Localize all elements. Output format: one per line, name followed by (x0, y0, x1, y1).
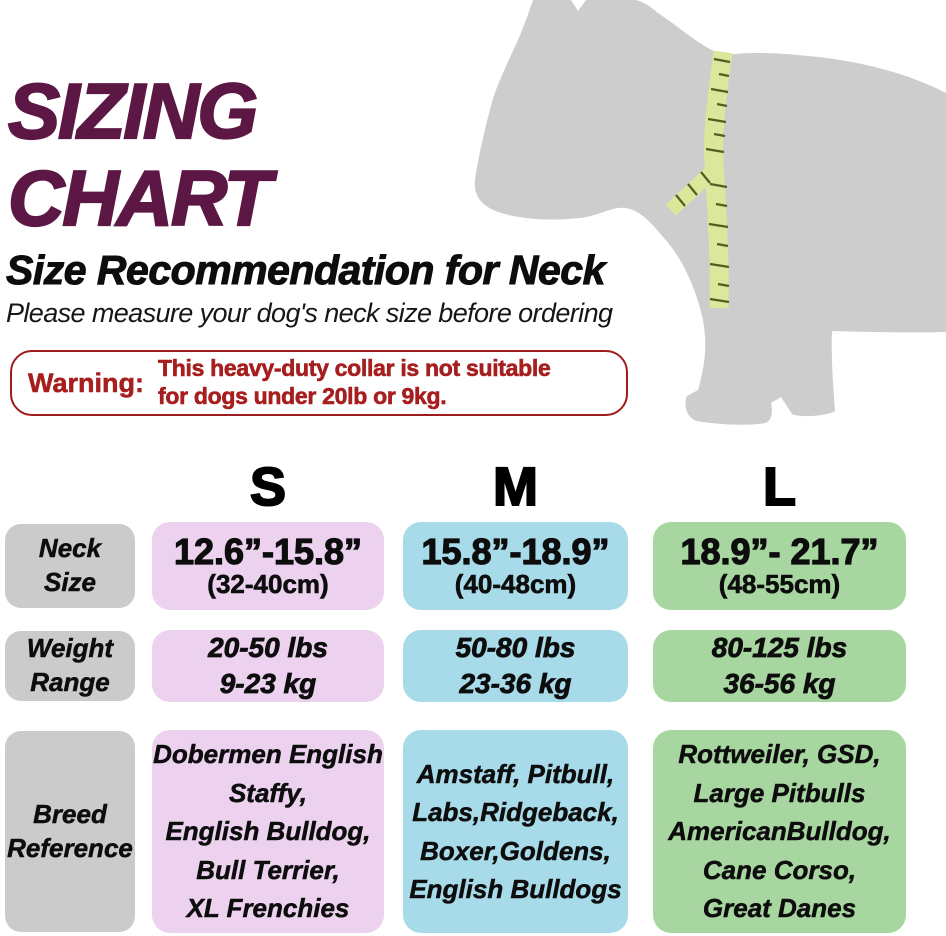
row-label-neck-size-text: Neck Size (38, 533, 102, 597)
cell-breed-reference-s: Dobermen English Staffy, English Bulldog… (152, 730, 384, 933)
warning-label: Warning: (28, 367, 144, 398)
row-label-weight-range-text: Weight Range (26, 633, 114, 697)
neck-cm-l: (48-55cm) (718, 569, 841, 600)
weight-value-l: 80-125 lbs 36-56 kg (711, 631, 848, 699)
cell-neck-size-l: 18.9”- 21.7” (48-55cm) (653, 522, 906, 610)
row-label-weight-range: Weight Range (5, 631, 135, 701)
measuring-tape (665, 50, 733, 309)
column-header-l: L (762, 457, 797, 517)
cell-weight-range-m: 50-80 lbs 23-36 kg (403, 630, 628, 702)
section-heading: Size Recommendation for Neck (6, 247, 606, 294)
cell-breed-reference-l: Rottweiler, GSD, Large Pitbulls American… (653, 730, 906, 933)
row-label-breed-reference: Breed Reference (5, 731, 135, 932)
cell-weight-range-s: 20-50 lbs 9-23 kg (152, 630, 384, 702)
measure-note: Please measure your dog's neck size befo… (6, 298, 613, 328)
page-title: SIZING CHART (7, 66, 273, 242)
neck-cm-m: (40-48cm) (454, 569, 577, 600)
breeds-l: Rottweiler, GSD, Large Pitbulls American… (668, 739, 891, 924)
dog-silhouette (474, 0, 946, 425)
tape-tick-marks (675, 57, 731, 304)
breeds-m: Amstaff, Pitbull, Labs,Ridgeback, Boxer,… (409, 758, 622, 904)
cell-breed-reference-m: Amstaff, Pitbull, Labs,Ridgeback, Boxer,… (403, 730, 628, 933)
column-header-s: S (249, 457, 287, 517)
neck-inches-s: 12.6”-15.8” (173, 531, 363, 573)
cell-neck-size-m: 15.8”-18.9” (40-48cm) (403, 522, 628, 610)
neck-cm-s: (32-40cm) (207, 569, 329, 600)
warning-message: This heavy-duty collar is not suitable f… (158, 355, 551, 409)
cell-neck-size-s: 12.6”-15.8” (32-40cm) (152, 522, 384, 610)
row-label-neck-size: Neck Size (5, 524, 135, 608)
warning-box: Warning: This heavy-duty collar is not s… (10, 350, 628, 416)
neck-inches-m: 15.8”-18.9” (421, 531, 610, 573)
neck-inches-l: 18.9”- 21.7” (680, 531, 879, 573)
row-label-breed-reference-text: Breed Reference (7, 798, 133, 863)
weight-value-m: 50-80 lbs 23-36 kg (455, 631, 576, 699)
breeds-s: Dobermen English Staffy, English Bulldog… (153, 739, 383, 924)
cell-weight-range-l: 80-125 lbs 36-56 kg (653, 630, 906, 702)
weight-value-s: 20-50 lbs 9-23 kg (208, 631, 329, 699)
column-header-m: M (492, 457, 539, 517)
